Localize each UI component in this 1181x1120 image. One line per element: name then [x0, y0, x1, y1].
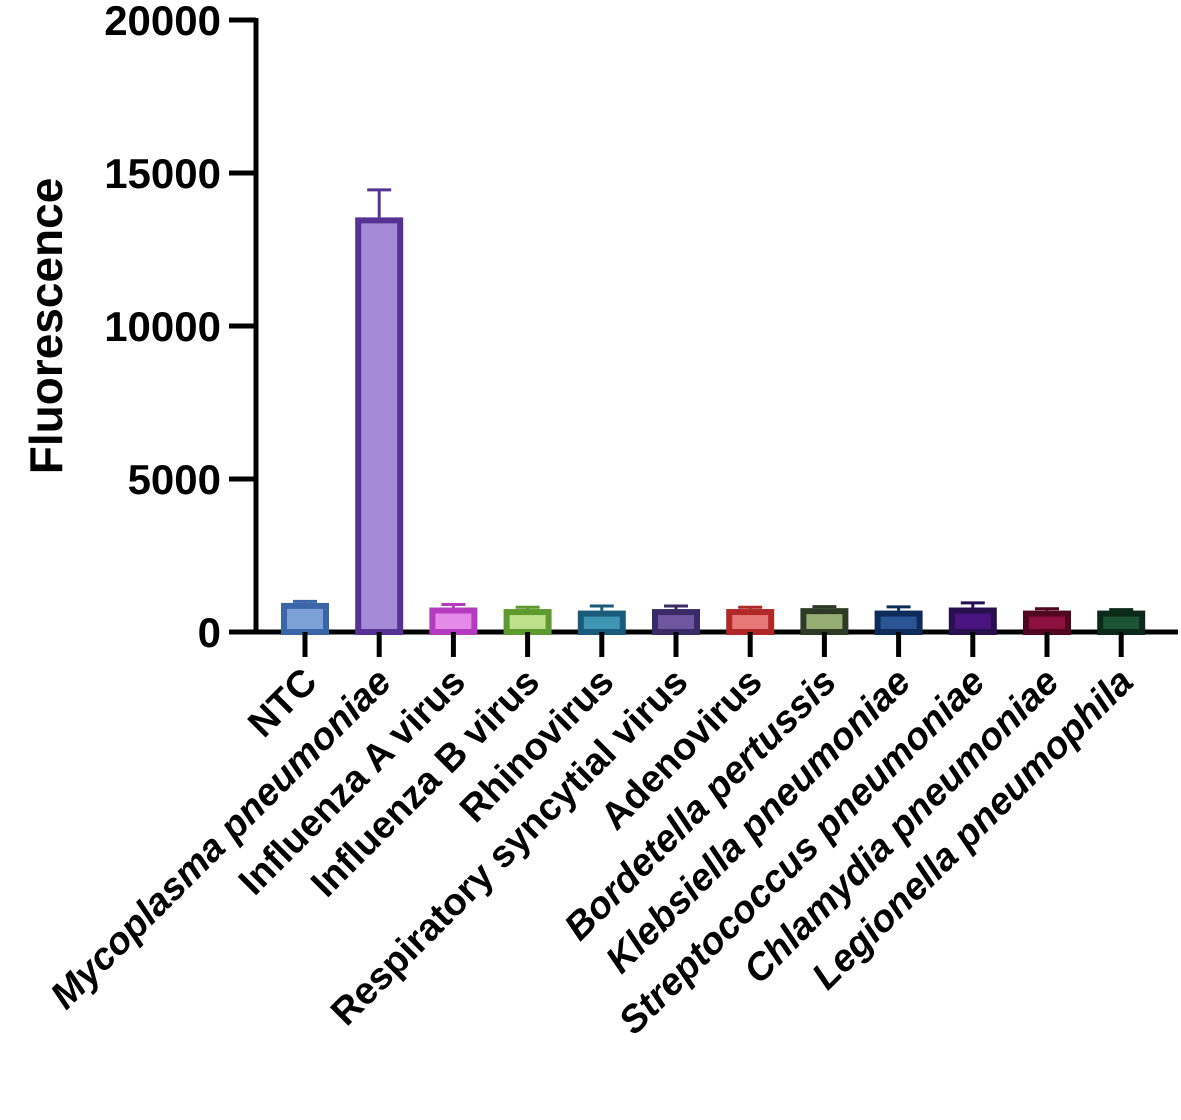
y-tick-label: 10000	[104, 303, 221, 350]
bar	[874, 610, 923, 636]
y-axis-ticks: 0 5000 10000 15000 20000	[104, 0, 256, 656]
bar	[503, 609, 552, 635]
bar	[800, 608, 849, 636]
bar	[355, 217, 404, 635]
bars	[281, 217, 1146, 636]
bar	[1097, 610, 1146, 636]
y-tick-label: 20000	[104, 0, 221, 44]
y-tick-label: 15000	[104, 150, 221, 197]
bar	[652, 609, 700, 635]
bar	[948, 607, 997, 636]
bar	[1023, 610, 1071, 636]
y-axis-title: Fluorescence	[20, 178, 72, 475]
y-axis-title-group: Fluorescence	[20, 178, 72, 475]
bar	[429, 607, 478, 636]
x-axis-ticks	[302, 632, 1124, 657]
bar	[577, 610, 626, 636]
y-tick-label: 0	[198, 609, 221, 656]
y-tick-label: 5000	[128, 456, 221, 503]
bar	[726, 609, 775, 635]
bar	[281, 602, 329, 635]
error-bars	[293, 188, 1134, 612]
